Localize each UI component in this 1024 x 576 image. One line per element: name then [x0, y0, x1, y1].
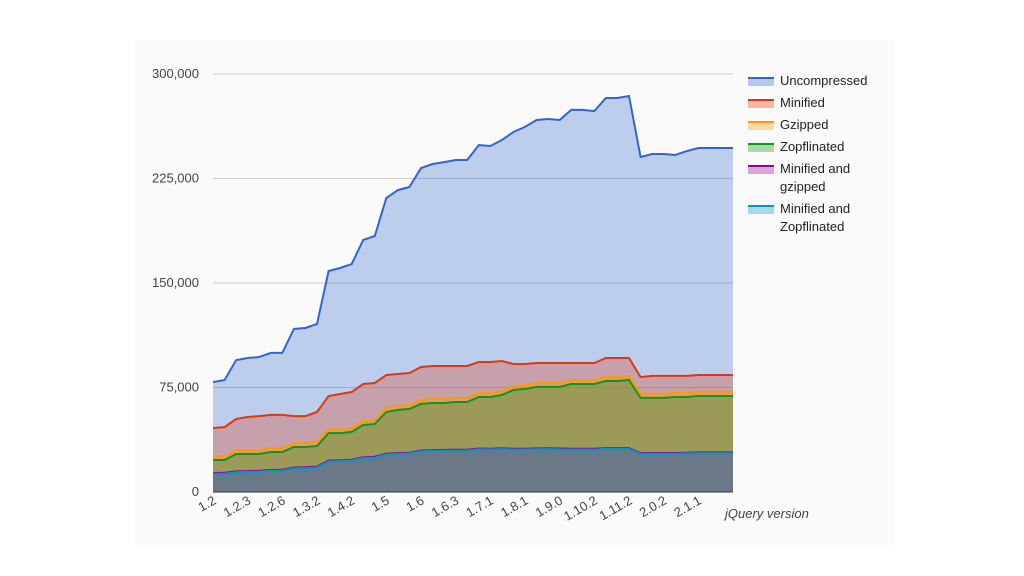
area [213, 448, 733, 492]
legend-label: Zopflinated [780, 139, 845, 154]
legend-label: Minified and gzipped [780, 161, 851, 194]
line [213, 375, 733, 458]
chart-background [135, 40, 895, 545]
legend-label: Uncompressed [780, 73, 868, 88]
legend: Uncompressed Minified Gzipped Zopflinated Mi… [748, 72, 888, 240]
line [213, 378, 733, 461]
y-tick-label: 75,000 [159, 380, 199, 395]
legend-swatch [748, 205, 774, 214]
legend-label: Minified [780, 95, 825, 110]
y-tick-label: 0 [192, 484, 199, 499]
legend-swatch [748, 77, 774, 86]
line [212, 447, 733, 475]
legend-label: Gzipped [780, 117, 829, 132]
area [213, 376, 733, 492]
legend-item: Uncompressed [748, 72, 888, 90]
legend-item: Minified and gzipped [748, 160, 888, 196]
legend-item: Minified [748, 94, 888, 112]
y-tick-label: 225,000 [152, 171, 199, 186]
legend-swatch [748, 121, 774, 130]
legend-item: Zopflinated [748, 138, 888, 156]
line [212, 357, 733, 429]
legend-swatch [748, 143, 774, 152]
legend-item: Gzipped [748, 116, 888, 134]
legend-label: Minified and Zopflinated [780, 201, 851, 234]
area [213, 380, 733, 492]
x-axis-title: jQuery version [723, 506, 809, 521]
legend-item: Minified and Zopflinated [748, 200, 888, 236]
area [213, 358, 733, 492]
legend-swatch [748, 165, 774, 174]
legend-swatch [748, 99, 774, 108]
y-tick-label: 300,000 [152, 66, 199, 81]
line [212, 94, 733, 384]
area [213, 448, 733, 492]
y-tick-label: 150,000 [152, 275, 199, 290]
